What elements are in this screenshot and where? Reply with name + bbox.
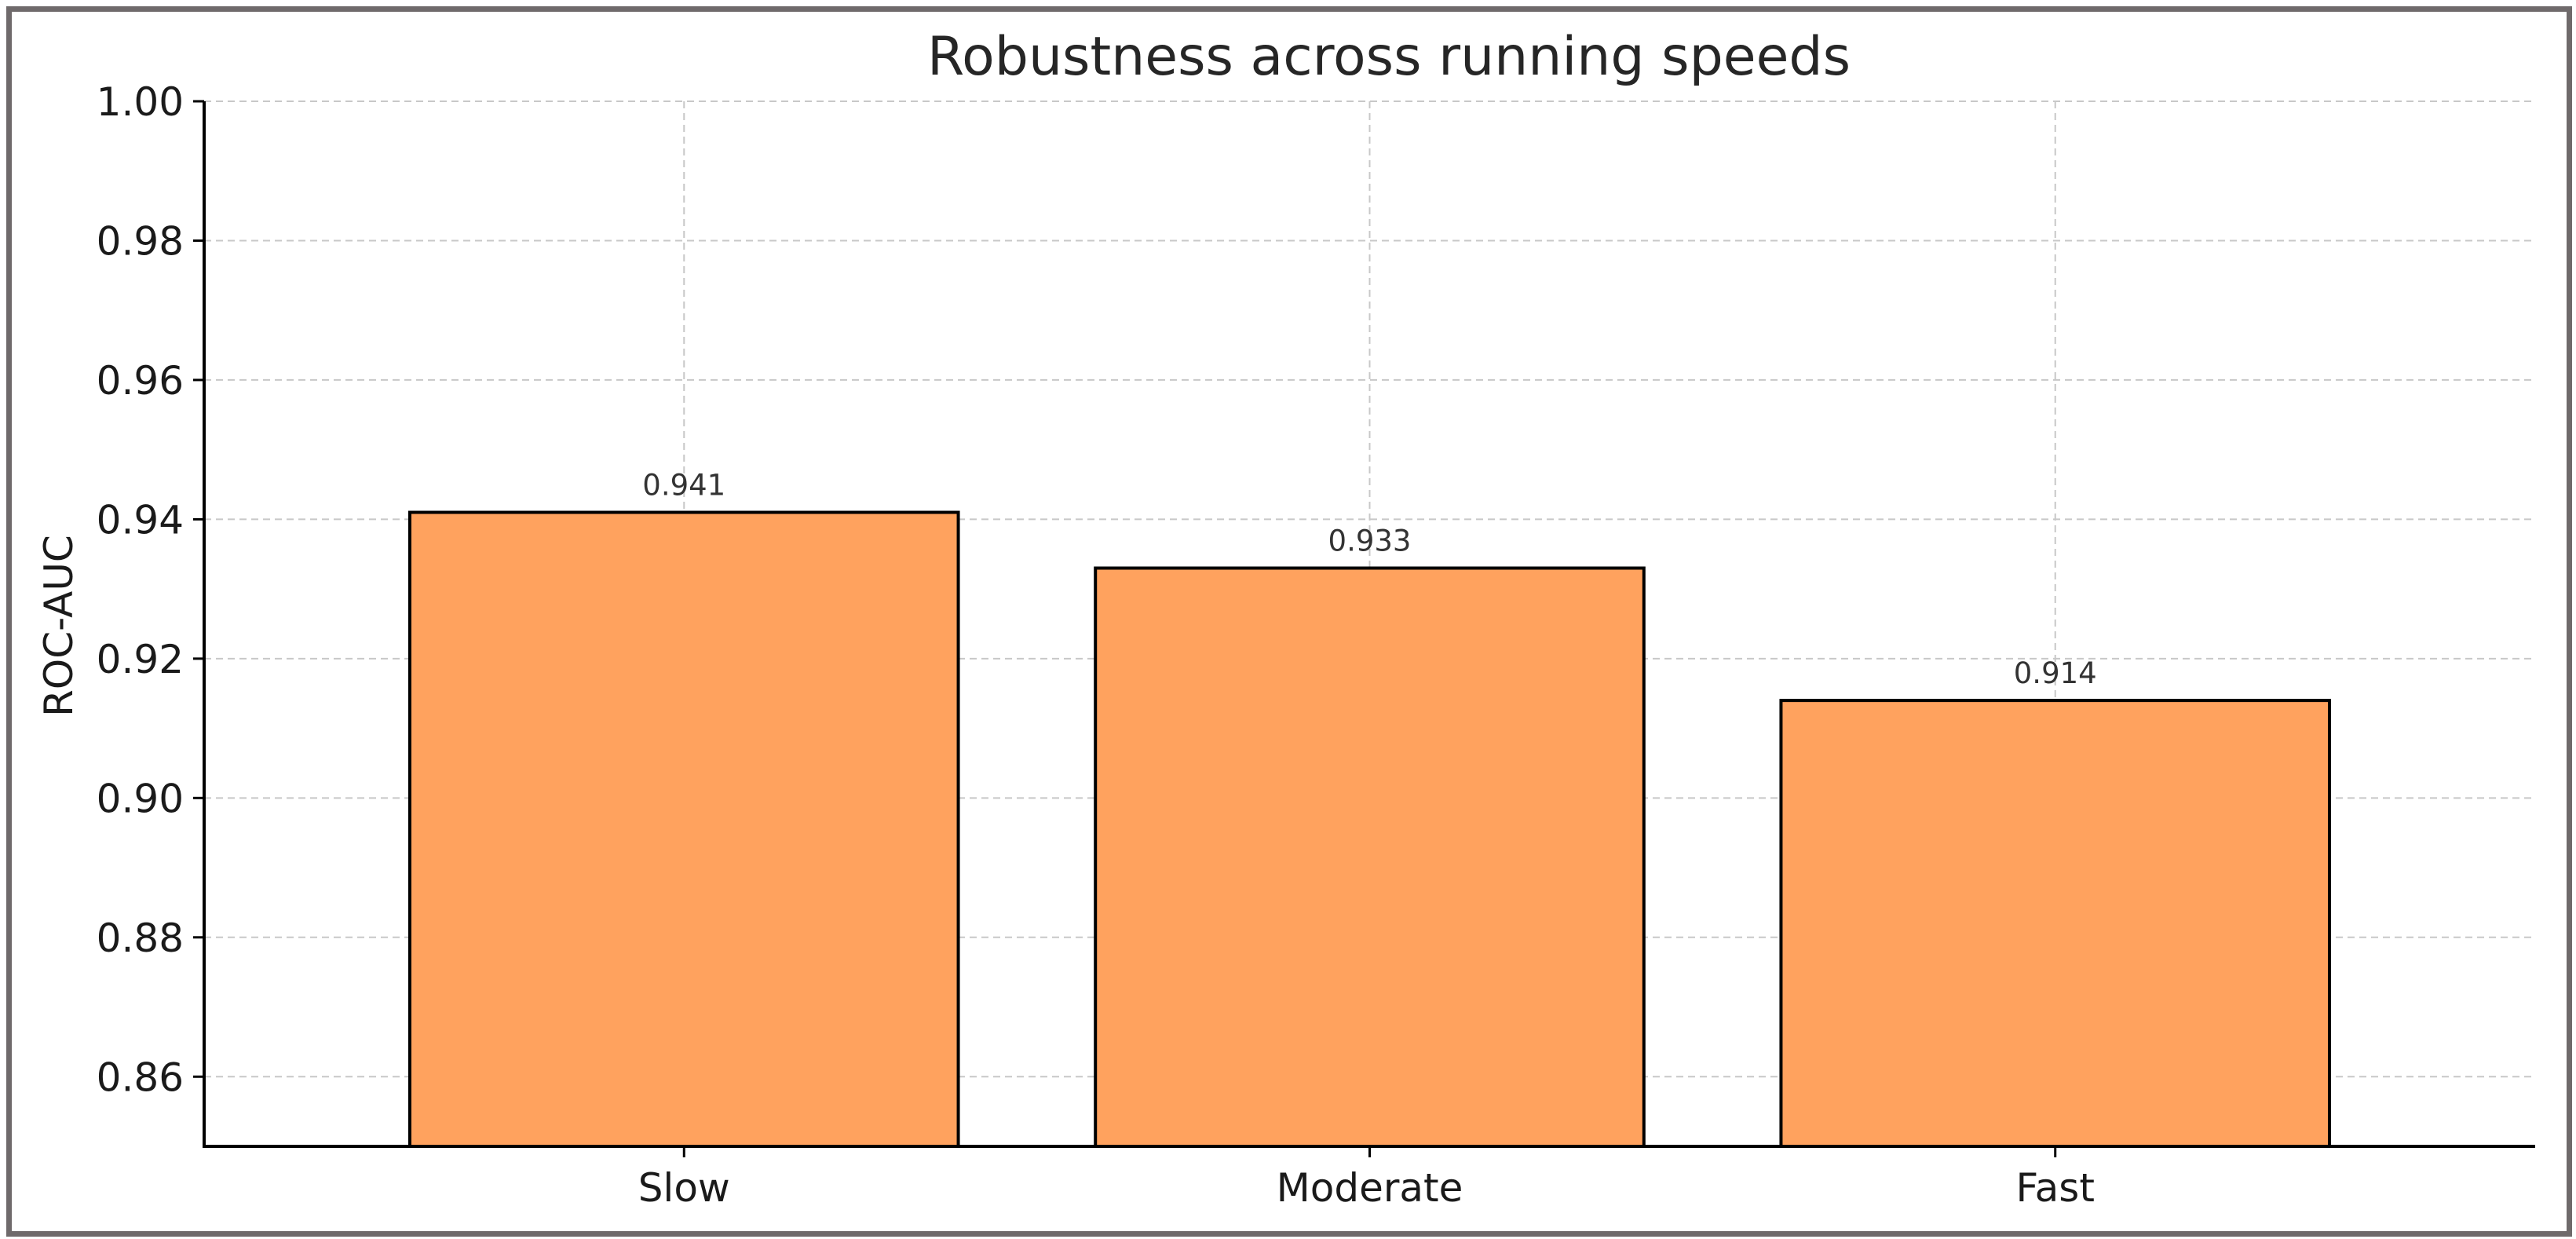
bar-value-label: 0.933: [1328, 524, 1412, 558]
chart-title: Robustness across running speeds: [927, 26, 1851, 88]
y-tick-label: 1.00: [97, 79, 184, 125]
bar-value-label: 0.914: [2014, 656, 2097, 690]
y-tick-label: 0.98: [97, 218, 184, 264]
y-tick-label: 0.88: [97, 916, 184, 961]
y-tick-label: 0.92: [97, 637, 184, 682]
chart-frame: 0.86 0.88 0.90 0.92 0.94 0.96 0.98 1.00 0.941 0.9…: [6, 6, 2572, 1237]
y-axis-label: ROC-AUC: [36, 535, 82, 717]
x-tick-label: Slow: [638, 1165, 730, 1211]
x-tick-label: Moderate: [1277, 1165, 1463, 1211]
labels-layer: 0.86 0.88 0.90 0.92 0.94 0.96 0.98 1.00 0.941 0.9…: [97, 79, 2097, 1211]
bar-moderate: [1094, 566, 1646, 1148]
y-tick-label: 0.90: [97, 776, 184, 821]
bar-value-label: 0.941: [642, 469, 725, 503]
bars-layer: [407, 510, 2332, 1148]
bar-slow: [407, 510, 960, 1148]
y-tick-label: 0.94: [97, 497, 184, 543]
x-tick-label: Fast: [2016, 1165, 2095, 1211]
y-tick-label: 0.96: [97, 358, 184, 404]
y-tick-label: 0.86: [97, 1054, 184, 1100]
bar-fast: [1779, 699, 2332, 1148]
axes-layer: [193, 100, 2535, 1157]
bar-chart: 0.86 0.88 0.90 0.92 0.94 0.96 0.98 1.00 0.941 0.9…: [36, 26, 2535, 1211]
